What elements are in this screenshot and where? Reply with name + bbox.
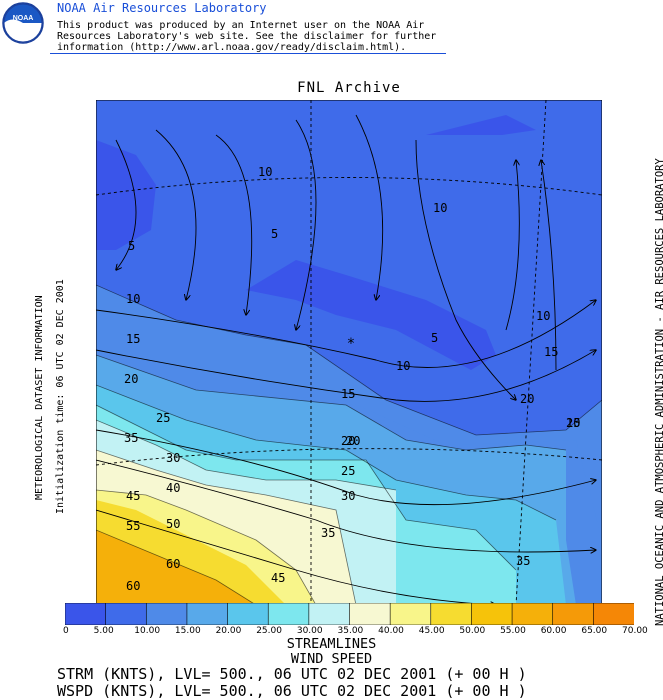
color-scale-tick: 35.00 (337, 626, 364, 636)
color-scale-cell (389, 603, 432, 625)
contour-label: 45 (271, 571, 285, 585)
contour-label: 10 (536, 309, 550, 323)
contour-label: 50 (166, 517, 180, 531)
contour-label: 20 (566, 416, 580, 430)
streamlines-title: STREAMLINES (286, 636, 377, 652)
contour-label: 10 (126, 292, 140, 306)
wind-speed-contours (96, 284, 602, 605)
contour-label: 5 (431, 331, 438, 345)
color-scale-tick: 20.00 (215, 626, 242, 636)
color-scale-cell (552, 603, 595, 625)
contour-label: 60 (166, 557, 180, 571)
color-scale-tick: 0 (63, 626, 69, 636)
color-scale-tick: 10.00 (134, 626, 161, 636)
org-title: NOAA Air Resources Laboratory (57, 1, 267, 15)
contour-label: 5 (128, 239, 135, 253)
contour-label: 15 (544, 345, 558, 359)
svg-text:NOAA: NOAA (13, 15, 34, 22)
contour-label: 60 (126, 579, 140, 593)
color-scale-bar (65, 603, 634, 625)
color-scale-tick: 5.00 (93, 626, 114, 636)
color-scale-tick: 40.00 (378, 626, 404, 636)
color-scale-cell (105, 603, 148, 625)
color-scale-cell (308, 603, 351, 625)
noaa-logo: NOAA (2, 2, 44, 44)
color-scale-tick: 65.00 (581, 626, 608, 636)
dataset-info-label: METEOROLOGICAL DATASET INFORMATION (34, 295, 45, 500)
color-scale-cell (511, 603, 554, 625)
wind-speed-map: 5551010101010151515152020202020252530303… (96, 100, 602, 605)
color-scale-cell (186, 603, 229, 625)
contour-label: 20 (520, 392, 534, 406)
contour-label: 10 (396, 359, 410, 373)
contour-label: 55 (126, 519, 140, 533)
contour-label: 20 (341, 434, 355, 448)
contour-label: 25 (341, 464, 355, 478)
wind-speed-band (96, 530, 256, 605)
contour-label: 30 (166, 451, 180, 465)
color-scale-cell (65, 603, 107, 625)
color-scale-tick: 15.00 (174, 626, 201, 636)
contour-label: 15 (566, 416, 580, 430)
map-title: FNL Archive (297, 80, 401, 96)
color-scale-ticks: 0 5.00 10.00 15.00 20.00 25.00 30.00 35.00 40.00… (0, 626, 663, 638)
lat-lon-grid (96, 100, 602, 605)
wind-speed-level-info: WSPD (KNTS), LVL= 500., 06 UTC 02 DEC 20… (57, 682, 527, 700)
wind-speed-band (96, 140, 156, 250)
header-divider (50, 53, 446, 54)
color-scale-cell (593, 603, 634, 625)
contour-label: 25 (156, 411, 170, 425)
initialization-time-label: Initialization time: 06 UTC 02 DEC 2001 (55, 279, 66, 514)
disclaimer-line: Resources Laboratory's web site. See the… (57, 31, 437, 42)
streamline-level-info: STRM (KNTS), LVL= 500., 06 UTC 02 DEC 20… (57, 665, 527, 683)
wind-speed-fills (96, 100, 602, 605)
contour-label: 35 (124, 431, 138, 445)
contour-label: 10 (433, 201, 447, 215)
color-scale-cell (145, 603, 188, 625)
disclaimer-line: This product was produced by an Internet… (57, 20, 425, 31)
contour-label: 30 (341, 489, 355, 503)
location-marker: * (347, 336, 355, 352)
disclaimer-link-line[interactable]: information (http://www.arl.noaa.gov/rea… (57, 42, 407, 53)
color-scale-tick: 60.00 (540, 626, 567, 636)
contour-label: 15 (341, 387, 355, 401)
color-scale-tick: 30.00 (296, 626, 323, 636)
color-scale-tick: 25.00 (256, 626, 282, 636)
contour-label: 40 (166, 481, 180, 495)
contour-label: 45 (126, 489, 140, 503)
color-scale-cell (471, 603, 513, 625)
color-scale-cell (349, 603, 391, 625)
contour-label: 5 (271, 227, 278, 241)
wind-speed-band (246, 260, 496, 370)
wind-speed-title: WIND SPEED (290, 651, 373, 667)
contour-label: 20 (124, 372, 138, 386)
color-scale-cell (227, 603, 270, 625)
contour-label: 20 (346, 434, 360, 448)
streamlines (96, 114, 596, 605)
contour-label: 35 (321, 526, 335, 540)
color-scale-cell (267, 603, 310, 625)
contour-label: 35 (516, 554, 530, 568)
color-scale-tick: 55.00 (500, 626, 526, 636)
contour-label: 10 (258, 165, 272, 179)
contour-label: 15 (126, 332, 140, 346)
color-scale-tick: 50.00 (459, 626, 486, 636)
wind-speed-band (426, 115, 536, 135)
agency-credit-label: NATIONAL OCEANIC AND ATMOSPHERIC ADMINIS… (654, 158, 663, 626)
color-scale-cell (430, 603, 473, 625)
color-scale-tick: 45.00 (418, 626, 445, 636)
color-scale-tick: 70.00 (622, 626, 648, 636)
